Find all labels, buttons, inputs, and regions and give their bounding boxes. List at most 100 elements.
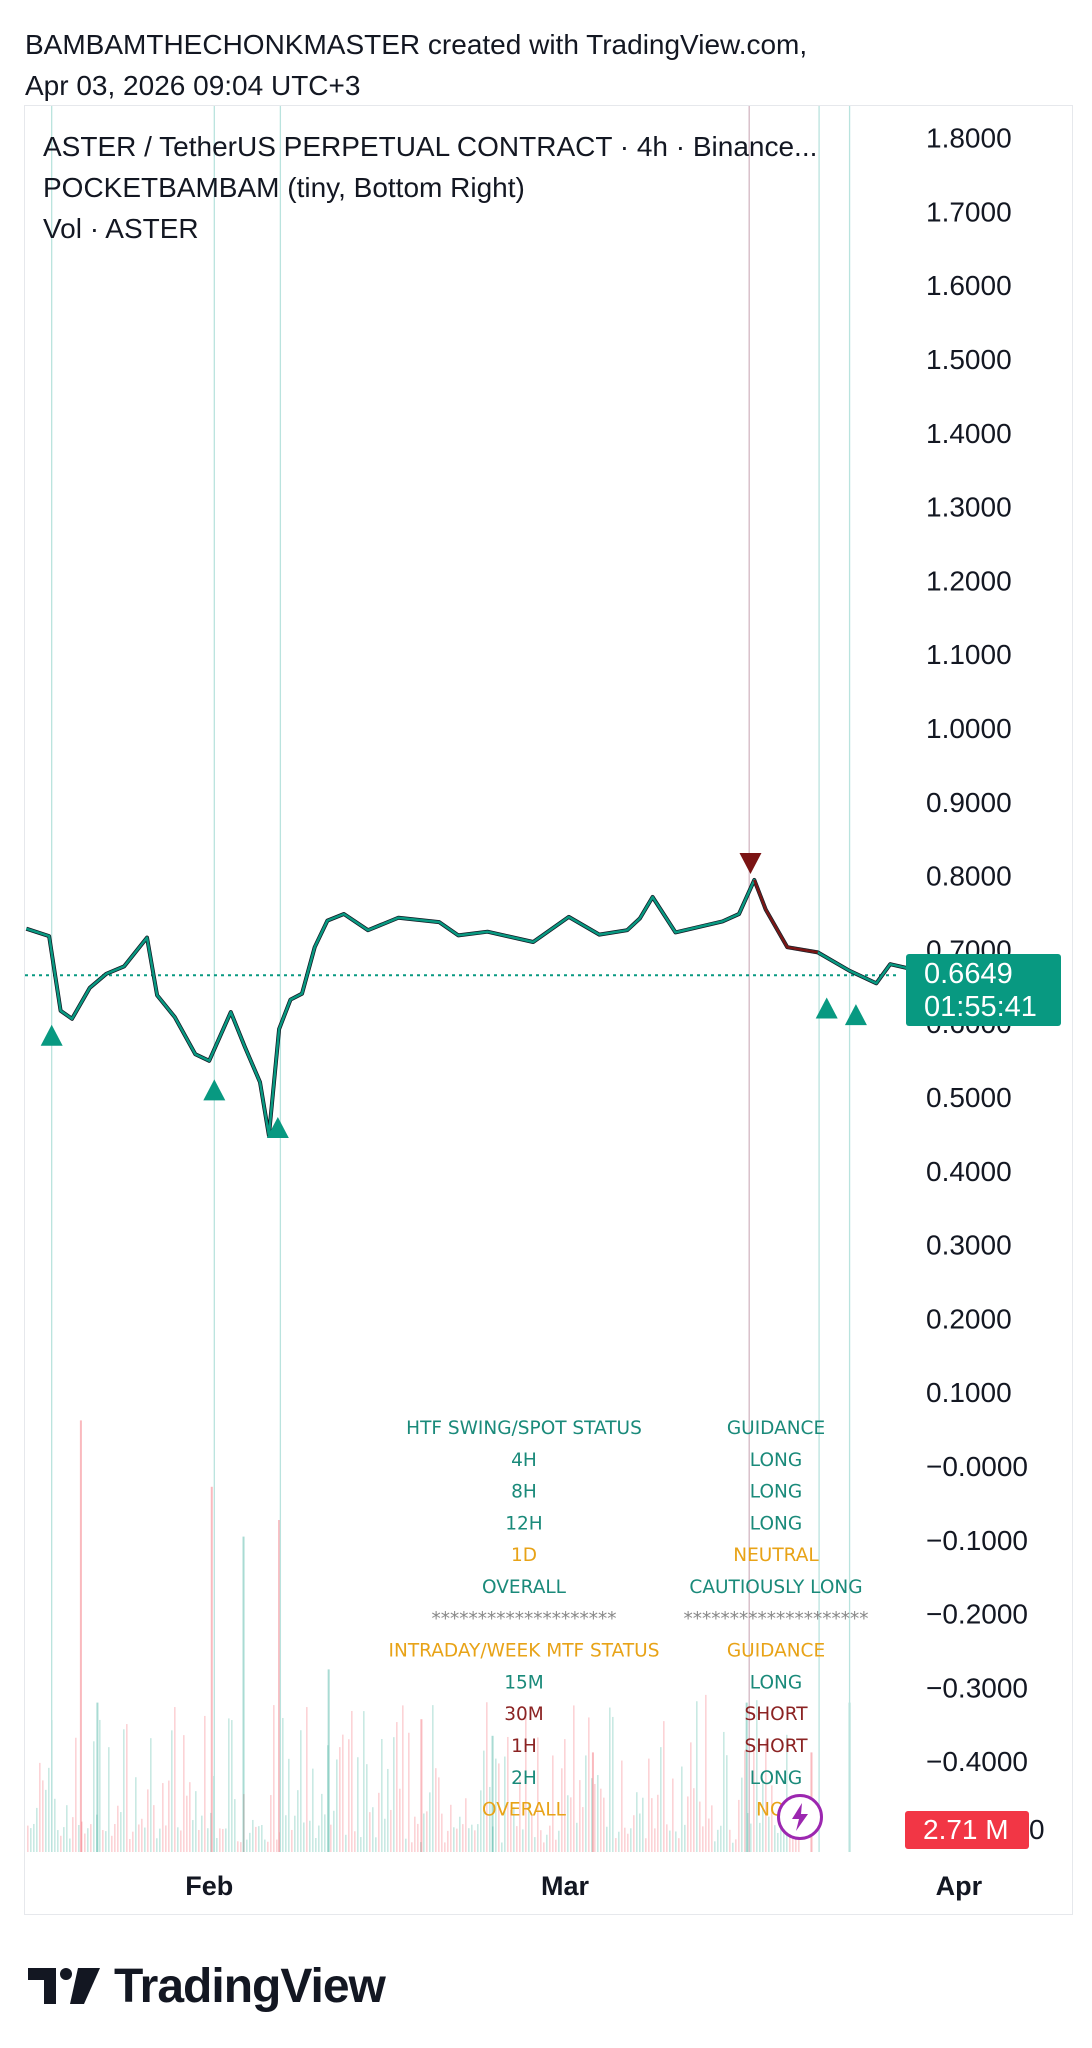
y-tick-label: 0.5000 — [926, 1082, 1012, 1113]
volume-bar — [750, 1823, 752, 1852]
volume-bar — [249, 1832, 251, 1852]
volume-bar — [252, 1819, 254, 1852]
volume-bar — [300, 1730, 302, 1852]
volume-bar — [375, 1837, 377, 1852]
volume-spike — [591, 1752, 594, 1852]
volume-bar — [360, 1837, 362, 1852]
volume-bar — [552, 1755, 554, 1852]
volume-bar — [594, 1783, 596, 1852]
volume-bar — [768, 1816, 770, 1852]
volume-bar — [798, 1836, 800, 1852]
y-tick-label: 0.9000 — [926, 787, 1012, 818]
volume-bar — [579, 1780, 581, 1852]
volume-title[interactable]: Vol · ASTER — [43, 213, 199, 244]
volume-bar — [786, 1734, 788, 1852]
volume-bar — [222, 1828, 224, 1852]
volume-bar — [603, 1797, 605, 1852]
volume-zero-label: 0 — [1029, 1814, 1045, 1845]
volume-bar — [669, 1830, 671, 1852]
table-cell-status: HTF SWING/SPOT STATUS — [406, 1418, 642, 1439]
volume-bar — [432, 1705, 434, 1852]
volume-bar — [303, 1822, 305, 1852]
table-cell-guidance: SHORT — [744, 1736, 808, 1757]
volume-spike — [210, 1486, 213, 1852]
indicator-title[interactable]: POCKETBAMBAM (tiny, Bottom Right) — [43, 172, 525, 203]
volume-bar — [690, 1742, 692, 1852]
symbol-title[interactable]: ASTER / TetherUS PERPETUAL CONTRACT · 4h… — [43, 131, 818, 162]
y-tick-label: 1.5000 — [926, 344, 1012, 375]
y-tick-label: −0.4000 — [926, 1746, 1028, 1777]
volume-bar — [564, 1739, 566, 1852]
volume-bar — [180, 1830, 182, 1852]
volume-bar — [741, 1777, 743, 1852]
volume-bar — [624, 1827, 626, 1852]
volume-bar — [756, 1700, 758, 1852]
volume-bar — [519, 1779, 521, 1852]
chart-legend[interactable]: ASTER / TetherUS PERPETUAL CONTRACT · 4h… — [43, 126, 817, 249]
volume-bar — [324, 1814, 326, 1852]
volume-bar — [60, 1835, 62, 1852]
volume-bar — [516, 1826, 518, 1852]
volume-bar — [525, 1717, 527, 1852]
volume-bar — [651, 1798, 653, 1852]
volume-bar — [90, 1824, 92, 1852]
volume-bar — [333, 1810, 335, 1852]
volume-bar — [177, 1827, 179, 1852]
volume-bar — [357, 1757, 359, 1852]
brand-footer[interactable]: TradingView — [28, 1960, 386, 2013]
volume-bar — [489, 1786, 491, 1852]
volume-bar — [39, 1762, 41, 1852]
volume-bar — [414, 1816, 416, 1852]
volume-bar — [483, 1750, 485, 1852]
volume-bar — [93, 1741, 95, 1852]
volume-value: 2.71 M — [923, 1814, 1009, 1845]
volume-bar — [573, 1705, 575, 1852]
volume-bar — [207, 1828, 209, 1852]
volume-bar — [429, 1792, 431, 1852]
volume-spike — [242, 1536, 245, 1852]
volume-bar — [717, 1829, 719, 1852]
volume-bar — [384, 1818, 386, 1852]
volume-bar — [462, 1824, 464, 1852]
volume-bar — [708, 1818, 710, 1852]
volume-bar — [243, 1794, 245, 1852]
volume-bar — [171, 1730, 173, 1852]
sell-signal-marker — [739, 853, 762, 875]
volume-bar — [699, 1801, 701, 1852]
volume-bar — [135, 1777, 137, 1852]
volume-bar — [246, 1839, 248, 1852]
volume-bar — [162, 1783, 164, 1852]
volume-bar — [636, 1792, 638, 1852]
volume-bar — [186, 1795, 188, 1852]
y-tick-label: 0.4000 — [926, 1156, 1012, 1187]
y-tick-label: 1.6000 — [926, 270, 1012, 301]
chart-frame[interactable] — [24, 105, 1073, 1915]
volume-bar — [330, 1824, 332, 1852]
volume-bar — [459, 1816, 461, 1852]
y-tick-label: 1.1000 — [926, 639, 1012, 670]
table-cell-guidance: LONG — [750, 1482, 802, 1503]
volume-bar — [399, 1788, 401, 1852]
volume-bar — [150, 1738, 152, 1852]
volume-bar — [153, 1805, 155, 1852]
volume-bar — [273, 1705, 275, 1852]
lightning-bolt-icon[interactable] — [777, 1794, 823, 1840]
volume-bar — [588, 1717, 590, 1852]
volume-bar — [540, 1830, 542, 1852]
price-series — [25, 878, 1017, 1137]
last-price-value: 0.6649 — [924, 958, 1013, 990]
volume-bar — [444, 1842, 446, 1852]
volume-bar — [75, 1737, 77, 1852]
y-axis: 1.8000 1.7000 1.6000 1.5000 1.4000 1.3000 1.20… — [926, 123, 1028, 1778]
volume-bar — [96, 1814, 98, 1852]
price-series-down — [753, 879, 819, 954]
volume-bar — [657, 1794, 659, 1852]
volume-bar — [510, 1809, 512, 1852]
table-cell-status: 12H — [505, 1513, 542, 1534]
volume-bar — [753, 1749, 755, 1852]
volume-bar — [663, 1721, 665, 1852]
table-cell-status: ******************** — [432, 1609, 617, 1630]
y-tick-label: 1.2000 — [926, 565, 1012, 596]
volume-bar — [696, 1701, 698, 1852]
volume-bar — [765, 1740, 767, 1852]
